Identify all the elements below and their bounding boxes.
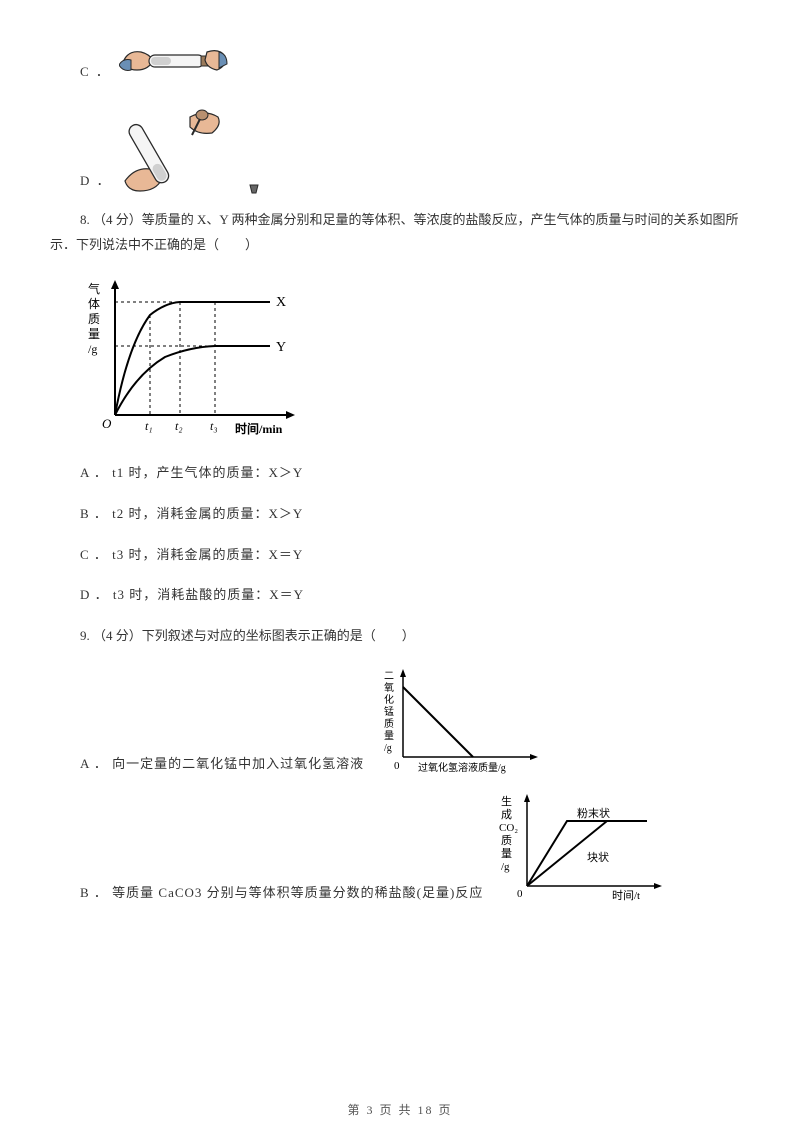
q9-opt-b-label[interactable]: B ． 等质量 CaCO3 分别与等体积等质量分数的稀盐酸(足量)反应 xyxy=(80,881,483,906)
q8-options: A ． t1 时，产生气体的质量：X＞Y B ． t2 时，消耗金属的质量：X＞… xyxy=(80,461,750,608)
svg-text:/g: /g xyxy=(501,861,510,873)
q8-tick-2: t₂ xyxy=(175,419,183,433)
svg-text:锰: 锰 xyxy=(384,705,394,718)
q8-series-y: Y xyxy=(276,340,286,355)
q8-opt-d[interactable]: D ． t3 时，消耗盐酸的质量：X＝Y xyxy=(80,583,750,608)
q8-text: 8. （4 分）等质量的 X、Y 两种金属分别和足量的等体积、等浓度的盐酸反应，… xyxy=(50,208,750,257)
option-c-label: C ． xyxy=(80,60,111,85)
q9-opt-b-row: B ． 等质量 CaCO3 分别与等体积等质量分数的稀盐酸(足量)反应 生 成 … xyxy=(80,791,750,906)
svg-text:CO₂: CO₂ xyxy=(499,822,518,834)
q9-opt-a-row: A ． 向一定量的二氧化锰中加入过氧化氢溶液 二 氧 化 锰 质 量 /g 0 … xyxy=(80,667,750,777)
q8-xlabel: 时间/min xyxy=(235,421,283,436)
q8-ylabel-2: 质 xyxy=(88,312,100,326)
q9b-series1: 粉末状 xyxy=(577,806,610,820)
option-c-row: C ． xyxy=(50,30,750,85)
option-d-label: D ． xyxy=(80,169,112,194)
q9b-xlabel: 时间/t xyxy=(612,889,640,902)
svg-text:量: 量 xyxy=(384,730,394,742)
q8-chart: 气 体 质 量 /g O X Y t₁ t₂ t₃ 时间/min xyxy=(80,275,750,445)
svg-text:O: O xyxy=(102,416,112,431)
svg-text:生: 生 xyxy=(501,794,512,808)
q8-opt-b[interactable]: B ． t2 时，消耗金属的质量：X＞Y xyxy=(80,502,750,527)
svg-text:/g: /g xyxy=(384,743,392,754)
q8-opt-c[interactable]: C ． t3 时，消耗金属的质量：X＝Y xyxy=(80,543,750,568)
q8-ylabel-1: 体 xyxy=(88,297,100,311)
q8-ylabel-4: /g xyxy=(88,342,97,356)
q8-ylabel-0: 气 xyxy=(88,281,100,296)
svg-text:0: 0 xyxy=(517,888,523,900)
svg-text:质: 质 xyxy=(501,834,512,847)
q8-opt-a[interactable]: A ． t1 时，产生气体的质量：X＞Y xyxy=(80,461,750,486)
q9b-series2: 块状 xyxy=(587,850,609,864)
svg-text:0: 0 xyxy=(394,760,400,772)
q8-tick-3: t₃ xyxy=(210,419,218,433)
page-footer: 第 3 页 共 18 页 xyxy=(0,1099,800,1122)
q9a-xlabel: 过氧化氢溶液质量/g xyxy=(418,761,506,774)
q8-series-x: X xyxy=(276,295,286,310)
q8-tick-1: t₁ xyxy=(145,419,153,433)
q8-ylabel-3: 量 xyxy=(88,327,100,341)
svg-text:化: 化 xyxy=(384,693,394,706)
q9-opt-a-label[interactable]: A ． 向一定量的二氧化锰中加入过氧化氢溶液 xyxy=(80,752,364,777)
q9-text: 9. （4 分）下列叙述与对应的坐标图表示正确的是（ ） xyxy=(50,624,750,649)
svg-text:量: 量 xyxy=(501,847,512,860)
svg-text:二: 二 xyxy=(384,671,394,682)
q9-opt-a-chart: 二 氧 化 锰 质 量 /g 0 过氧化氢溶液质量/g xyxy=(378,667,548,777)
option-d-row: D ． xyxy=(50,109,750,194)
option-c-image xyxy=(119,30,229,85)
svg-text:氧: 氧 xyxy=(384,681,394,694)
option-d-image xyxy=(120,109,270,194)
svg-text:质: 质 xyxy=(384,718,394,730)
q9-opt-b-chart: 生 成 CO₂ 质 量 /g 0 粉末状 块状 时间/t xyxy=(497,791,672,906)
svg-text:成: 成 xyxy=(501,808,512,821)
